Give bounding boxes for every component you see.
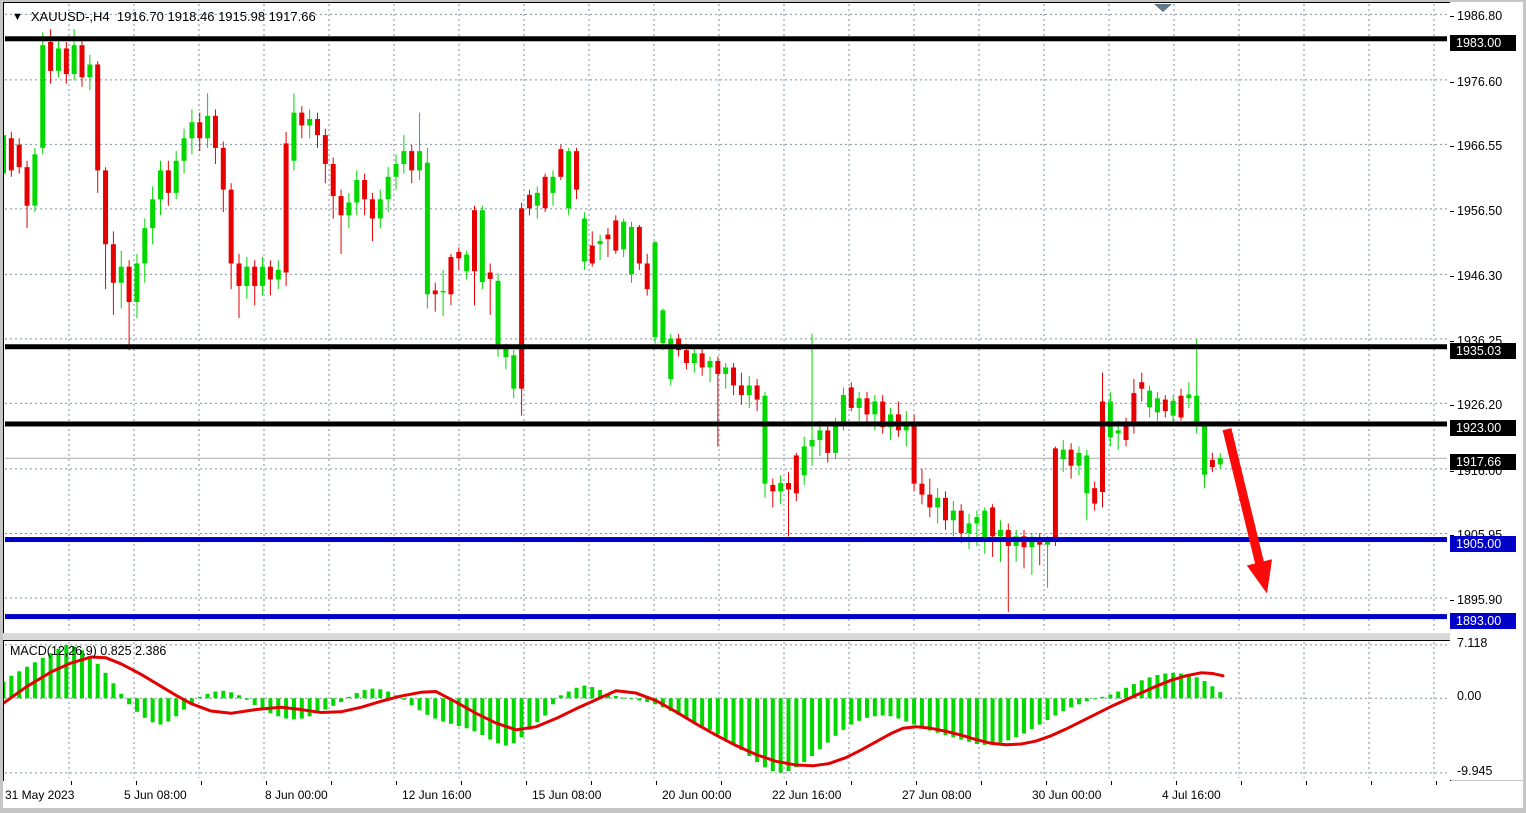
price-level-box-1905.00: 1905.00 bbox=[1450, 535, 1516, 552]
level-line-1893[interactable] bbox=[5, 614, 1447, 620]
macd-panel[interactable]: MACD(12,26,9) 0.825 2.386 bbox=[3, 640, 1451, 782]
horizontal-level-lines[interactable] bbox=[5, 36, 1447, 620]
macd-signal-line bbox=[4, 655, 1225, 768]
macd-tick-label: -9.945 bbox=[1457, 763, 1493, 778]
time-tick-mark bbox=[526, 781, 527, 785]
price-tick-mark bbox=[1450, 405, 1454, 407]
price-level-box-1917.66: 1917.66 bbox=[1450, 454, 1516, 471]
time-tick-mark bbox=[201, 781, 202, 785]
time-axis-label: 8 Jun 00:00 bbox=[265, 788, 328, 802]
ohlc-readout: 1916.70 1918.46 1915.98 1917.66 bbox=[116, 9, 316, 24]
level-line-1983[interactable] bbox=[5, 36, 1447, 42]
trend-arrow[interactable] bbox=[1222, 428, 1273, 594]
scroll-position-marker-icon bbox=[1154, 4, 1172, 12]
price-grid bbox=[5, 4, 1447, 630]
time-tick-mark bbox=[331, 781, 332, 785]
time-axis-label: 30 Jun 00:00 bbox=[1032, 788, 1102, 802]
time-tick-mark bbox=[1371, 781, 1372, 785]
price-level-box-1935.03: 1935.03 bbox=[1450, 342, 1516, 359]
price-tick-label: 1946.30 bbox=[1457, 269, 1503, 284]
price-tick-mark bbox=[1450, 599, 1454, 601]
chart-dropdown-icon[interactable]: ▼ bbox=[12, 11, 23, 23]
macd-histogram bbox=[4, 645, 1223, 773]
price-tick-mark bbox=[1450, 276, 1454, 278]
macd-tick-label: 7.118 bbox=[1457, 635, 1488, 650]
time-tick-mark bbox=[1436, 781, 1437, 785]
time-tick-mark bbox=[1306, 781, 1307, 785]
price-tick-mark bbox=[1450, 470, 1454, 472]
price-tick-label: 1976.60 bbox=[1457, 74, 1503, 89]
candles-layer bbox=[4, 29, 1223, 613]
candlestick-chart[interactable] bbox=[4, 3, 1448, 631]
price-tick-label: 1966.55 bbox=[1457, 139, 1503, 154]
price-tick-mark bbox=[1450, 340, 1454, 342]
time-axis-label: 12 Jun 16:00 bbox=[402, 788, 472, 802]
price-axis[interactable]: 1986.80 1976.60 1966.55 1956.50 1946.30 1936.… bbox=[1450, 2, 1523, 780]
price-tick-label: 1895.90 bbox=[1457, 592, 1503, 607]
level-line-1935.03[interactable] bbox=[5, 344, 1447, 350]
time-tick-mark bbox=[1046, 781, 1047, 785]
time-axis[interactable]: 31 May 2023 5 Jun 08:00 8 Jun 00:00 12 Jun … bbox=[3, 781, 1523, 808]
time-axis-label: 4 Jul 16:00 bbox=[1162, 788, 1221, 802]
level-line-1923[interactable] bbox=[5, 421, 1447, 427]
macd-chart[interactable] bbox=[4, 641, 1448, 779]
symbol-timeframe: XAUUSD-,H4 bbox=[30, 9, 110, 24]
time-tick-mark bbox=[266, 781, 267, 785]
price-tick-label: 1926.20 bbox=[1457, 398, 1503, 413]
time-tick-mark bbox=[591, 781, 592, 785]
chart-title: ▼ XAUUSD-,H4 1916.70 1918.46 1915.98 1917… bbox=[12, 9, 316, 24]
time-tick-mark bbox=[981, 781, 982, 785]
time-tick-mark bbox=[851, 781, 852, 785]
price-level-box-1893.00: 1893.00 bbox=[1450, 612, 1516, 629]
price-tick-label: 1956.50 bbox=[1457, 203, 1503, 218]
time-axis-label: 15 Jun 08:00 bbox=[532, 788, 602, 802]
time-tick-mark bbox=[461, 781, 462, 785]
time-tick-mark bbox=[1176, 781, 1177, 785]
price-tick-mark bbox=[1450, 16, 1454, 18]
price-tick-mark bbox=[1450, 210, 1454, 212]
time-tick-mark bbox=[71, 781, 72, 785]
price-level-box-1923.00: 1923.00 bbox=[1450, 419, 1516, 436]
price-tick-mark bbox=[1450, 146, 1454, 148]
time-tick-mark bbox=[1241, 781, 1242, 785]
time-tick-mark bbox=[786, 781, 787, 785]
time-tick-mark bbox=[136, 781, 137, 785]
price-tick-label: 1986.80 bbox=[1457, 9, 1503, 24]
level-line-1905[interactable] bbox=[5, 537, 1447, 543]
time-tick-mark bbox=[656, 781, 657, 785]
time-tick-mark bbox=[916, 781, 917, 785]
price-chart-panel[interactable]: ▼ XAUUSD-,H4 1916.70 1918.46 1915.98 1917… bbox=[3, 2, 1451, 634]
time-axis-label: 31 May 2023 bbox=[5, 788, 75, 802]
indicator-label: MACD(12,26,9) 0.825 2.386 bbox=[10, 644, 167, 658]
time-axis-label: 27 Jun 08:00 bbox=[902, 788, 972, 802]
time-axis-label: 22 Jun 16:00 bbox=[772, 788, 842, 802]
time-tick-mark bbox=[721, 781, 722, 785]
price-tick-mark bbox=[1450, 81, 1454, 83]
time-tick-mark bbox=[1111, 781, 1112, 785]
macd-tick-label: 0.00 bbox=[1457, 689, 1482, 704]
price-level-box-1983.00: 1983.00 bbox=[1450, 34, 1516, 51]
time-axis-label: 5 Jun 08:00 bbox=[124, 788, 187, 802]
time-axis-label: 20 Jun 00:00 bbox=[662, 788, 732, 802]
panel-splitter[interactable] bbox=[3, 633, 1523, 640]
time-tick-mark bbox=[396, 781, 397, 785]
